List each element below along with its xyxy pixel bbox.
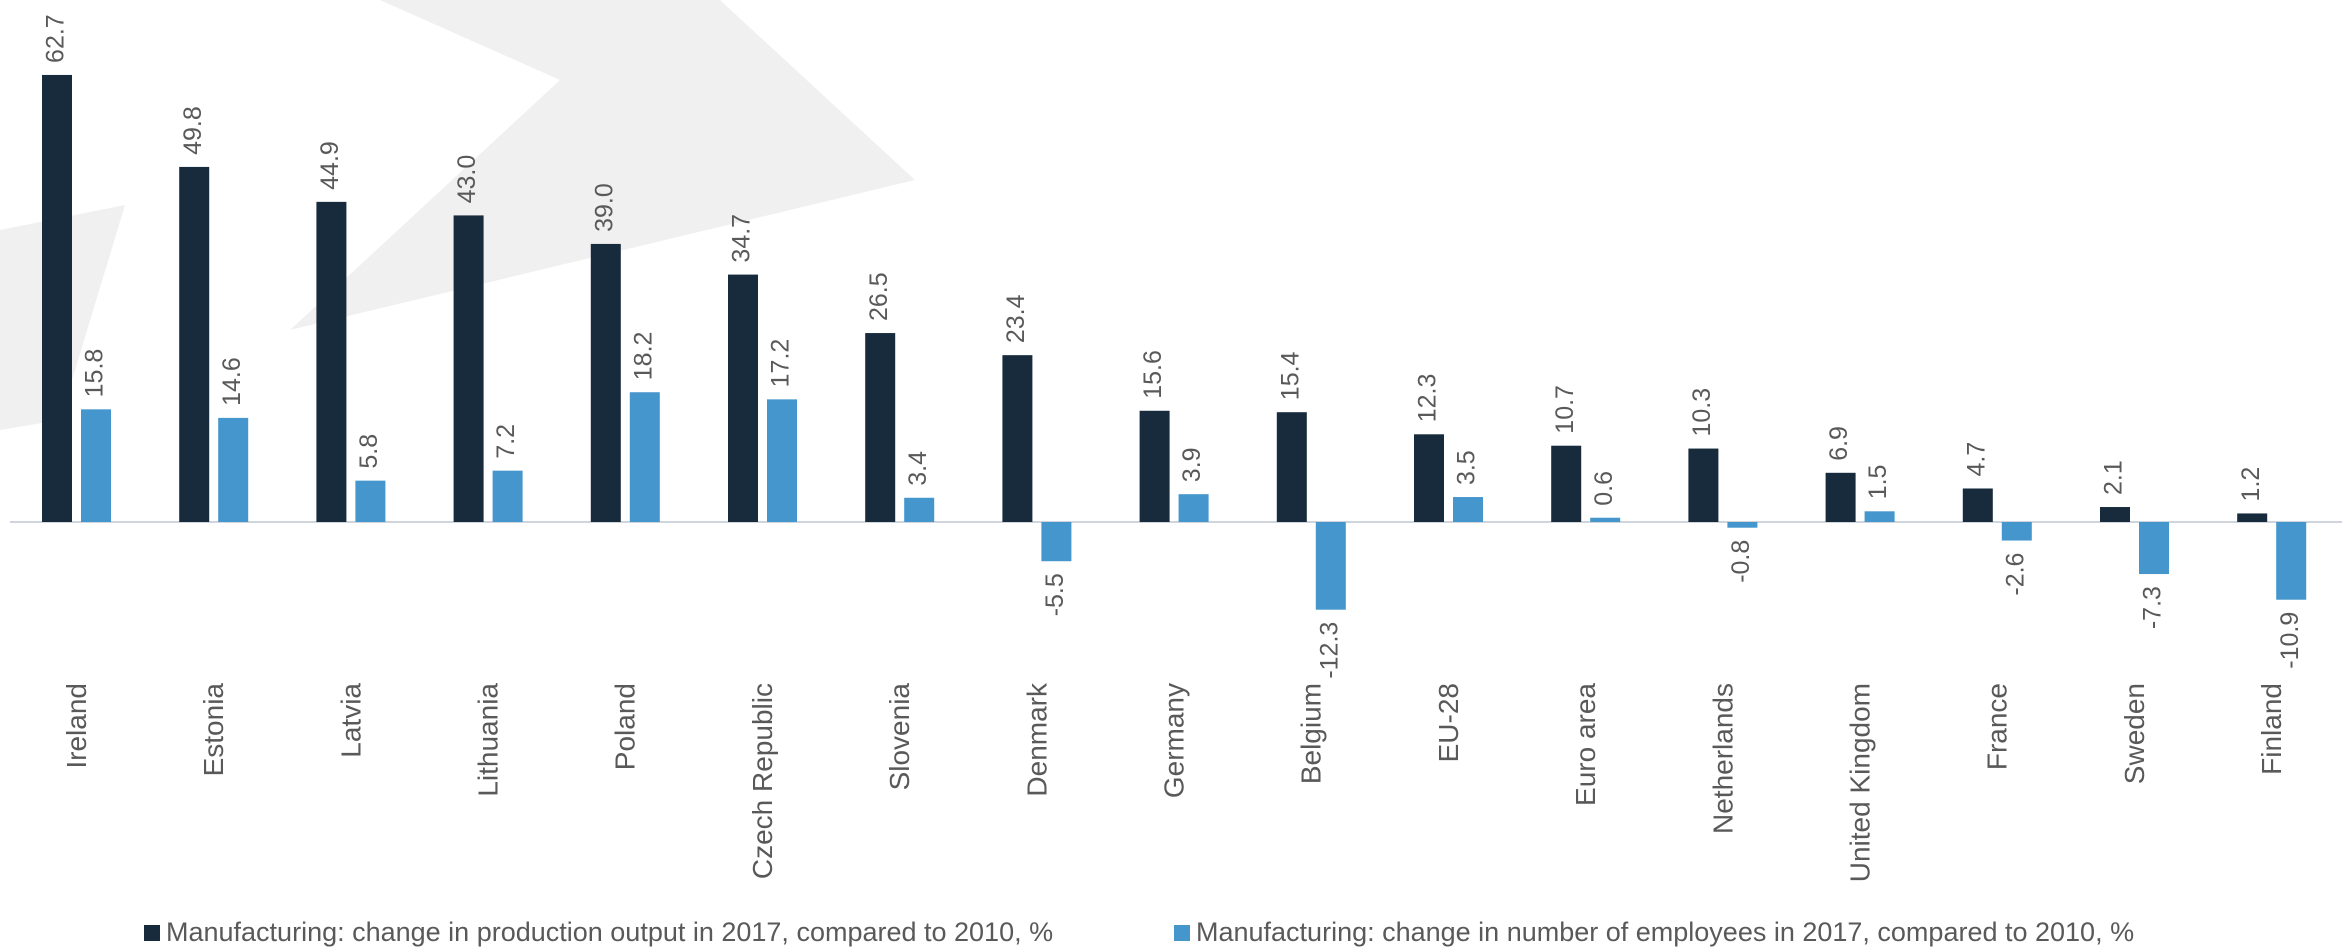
value-label: 4.7 bbox=[1962, 442, 1990, 477]
value-label: 10.3 bbox=[1688, 388, 1716, 437]
bar bbox=[1453, 497, 1483, 522]
value-label: 62.7 bbox=[42, 14, 70, 63]
x-tick-label: Latvia bbox=[335, 683, 366, 758]
bar bbox=[1041, 522, 1072, 562]
bar bbox=[2100, 507, 2130, 522]
x-tick-label: Czech Republic bbox=[747, 683, 778, 879]
value-label: 26.5 bbox=[865, 272, 893, 321]
bar bbox=[865, 333, 896, 522]
legend-label: Manufacturing: change in production outp… bbox=[166, 917, 1053, 947]
x-tick-label: United Kingdom bbox=[1844, 683, 1875, 882]
x-tick-label: Denmark bbox=[1021, 682, 1052, 797]
x-tick-label: Netherlands bbox=[1707, 683, 1738, 834]
value-label: 1.2 bbox=[2237, 467, 2265, 502]
value-label: 34.7 bbox=[728, 214, 756, 263]
x-tick-label: Estonia bbox=[198, 683, 229, 777]
x-tick-label: Germany bbox=[1158, 683, 1189, 798]
bar bbox=[453, 215, 484, 522]
value-label: 2.1 bbox=[2100, 460, 2128, 495]
bar bbox=[1825, 472, 1856, 522]
value-label: -2.6 bbox=[2001, 553, 2029, 596]
bar bbox=[1276, 412, 1307, 522]
value-label: -10.9 bbox=[2276, 612, 2304, 669]
bar bbox=[2001, 522, 2032, 541]
x-tick-label: Slovenia bbox=[884, 683, 915, 791]
value-label: 12.3 bbox=[1414, 374, 1442, 423]
value-label: 17.2 bbox=[767, 339, 795, 388]
x-tick-label: France bbox=[1982, 683, 2013, 770]
watermark-shape bbox=[290, 0, 915, 330]
value-label: 49.8 bbox=[179, 106, 207, 155]
bar bbox=[355, 480, 386, 522]
x-tick-label: EU-28 bbox=[1433, 683, 1464, 762]
value-label: -5.5 bbox=[1041, 573, 1069, 616]
x-tick-label: Sweden bbox=[2119, 683, 2150, 784]
bar bbox=[2276, 522, 2307, 600]
value-label: 23.4 bbox=[1002, 294, 1030, 343]
bar bbox=[218, 417, 249, 522]
bar bbox=[1315, 522, 1346, 610]
bar bbox=[1727, 522, 1758, 528]
value-label: 15.6 bbox=[1139, 350, 1167, 399]
bar bbox=[179, 166, 210, 522]
bar bbox=[492, 470, 523, 522]
value-label: 3.9 bbox=[1178, 447, 1206, 482]
bar bbox=[316, 201, 347, 522]
value-label: 5.8 bbox=[355, 434, 383, 469]
value-label: 15.4 bbox=[1276, 351, 1304, 400]
value-label: 3.4 bbox=[904, 451, 932, 486]
value-label: 14.6 bbox=[218, 357, 246, 406]
bar bbox=[1178, 494, 1209, 522]
value-label: 10.7 bbox=[1551, 385, 1579, 434]
bar bbox=[2139, 522, 2169, 575]
value-label: -0.8 bbox=[1727, 540, 1755, 583]
bar bbox=[1864, 511, 1895, 522]
value-label: 43.0 bbox=[453, 155, 481, 204]
legend-swatch bbox=[144, 925, 160, 941]
x-tick-label: Euro area bbox=[1570, 683, 1601, 806]
x-tick-label: Finland bbox=[2256, 683, 2287, 775]
bar bbox=[1688, 448, 1719, 522]
x-tick-label: Belgium bbox=[1296, 683, 1327, 784]
bar bbox=[904, 497, 935, 522]
value-label: 3.5 bbox=[1453, 450, 1481, 485]
bar bbox=[1551, 445, 1582, 522]
bar bbox=[629, 392, 660, 522]
bar bbox=[1002, 355, 1033, 522]
x-tick-label: Poland bbox=[610, 683, 641, 770]
value-label: 0.6 bbox=[1590, 471, 1618, 506]
value-label: 15.8 bbox=[81, 349, 109, 398]
bar bbox=[1962, 488, 1993, 522]
bar bbox=[1414, 434, 1444, 522]
value-label: 7.2 bbox=[492, 424, 520, 459]
value-label: 18.2 bbox=[629, 332, 657, 381]
bar bbox=[767, 399, 797, 522]
x-tick-label: Lithuania bbox=[472, 683, 503, 797]
value-label: 39.0 bbox=[590, 183, 618, 232]
value-label: -12.3 bbox=[1315, 622, 1343, 679]
bar bbox=[81, 409, 111, 522]
value-label: 44.9 bbox=[316, 141, 344, 190]
bar bbox=[2237, 513, 2268, 522]
legend-label: Manufacturing: change in number of emplo… bbox=[1196, 917, 2134, 947]
value-label: 1.5 bbox=[1864, 465, 1892, 500]
bar bbox=[1139, 410, 1170, 522]
value-label: -7.3 bbox=[2139, 586, 2167, 629]
bar bbox=[42, 74, 72, 522]
x-tick-label: Ireland bbox=[61, 683, 92, 769]
legend-swatch bbox=[1174, 925, 1190, 941]
bar bbox=[590, 243, 621, 522]
value-label: 6.9 bbox=[1825, 426, 1853, 461]
bar bbox=[1590, 517, 1621, 522]
bar bbox=[728, 274, 758, 522]
